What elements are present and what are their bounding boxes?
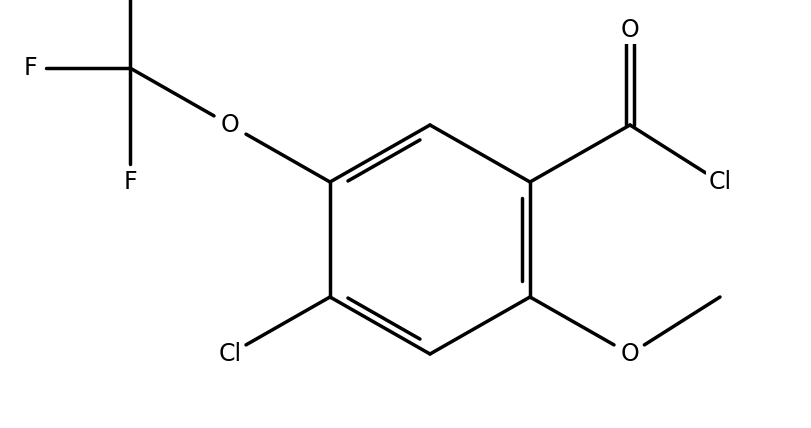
Text: O: O [221, 113, 239, 137]
Text: O: O [620, 18, 638, 42]
Text: O: O [620, 342, 638, 366]
Text: Cl: Cl [218, 342, 241, 366]
Text: Cl: Cl [707, 170, 731, 194]
Text: F: F [24, 56, 36, 80]
Text: F: F [123, 170, 136, 194]
